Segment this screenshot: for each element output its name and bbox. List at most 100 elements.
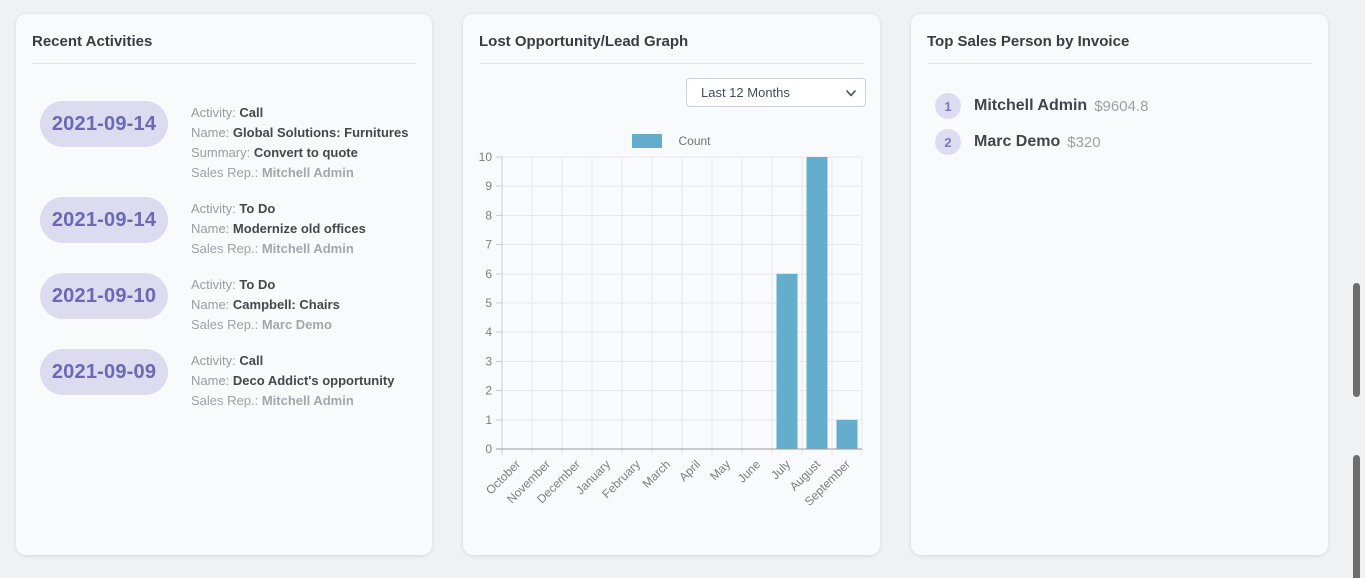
- salesrep-value: Marc Demo: [261, 317, 332, 332]
- period-select[interactable]: Last 12 Months: [686, 78, 866, 107]
- summary-label: Summary:: [191, 145, 251, 160]
- activity-name-line: Name: Modernize old offices: [191, 219, 416, 239]
- activity-label: Activity:: [191, 105, 236, 120]
- axis-tick-label: May: [707, 457, 733, 483]
- divider: [927, 63, 1312, 64]
- activity-row[interactable]: 2021-09-09 Activity: Call Name: Deco Add…: [40, 349, 416, 411]
- axis-tick-label: 2: [485, 384, 492, 398]
- summary-value: Convert to quote: [253, 145, 358, 160]
- scrollbar-thumb-lower[interactable]: [1353, 455, 1360, 578]
- axis-tick-label: 4: [485, 325, 492, 339]
- name-value: Deco Addict's opportunity: [232, 373, 395, 388]
- legend-swatch: [632, 134, 663, 148]
- rank-row[interactable]: 2 Marc Demo $320: [935, 129, 1312, 155]
- recent-activities-card: Recent Activities 2021-09-14 Activity: C…: [16, 14, 432, 555]
- salesrep-label: Sales Rep.:: [191, 165, 259, 180]
- activity-list: 2021-09-14 Activity: Call Name: Global S…: [16, 64, 432, 411]
- activity-name-line: Name: Global Solutions: Furnitures: [191, 123, 416, 143]
- name-value: Campbell: Chairs: [232, 297, 340, 312]
- salesrep-label: Sales Rep.:: [191, 317, 259, 332]
- activity-name-line: Name: Deco Addict's opportunity: [191, 371, 416, 391]
- name-value: Modernize old offices: [232, 221, 366, 236]
- name-label: Name:: [191, 297, 230, 312]
- activity-value: To Do: [239, 201, 276, 216]
- name-label: Name:: [191, 221, 230, 236]
- rank-badge: 1: [935, 93, 961, 119]
- bar-september[interactable]: [836, 419, 858, 449]
- recent-activities-title: Recent Activities: [32, 33, 153, 50]
- axis-tick-label: July: [768, 457, 793, 482]
- activity-type-line: Activity: To Do: [191, 199, 416, 219]
- activity-value: To Do: [239, 277, 276, 292]
- activity-details: Activity: To Do Name: Modernize old offi…: [191, 197, 416, 259]
- scrollbar-thumb-upper[interactable]: [1353, 283, 1360, 397]
- lost-graph-chart: 012345678910OctoberNovemberDecemberJanua…: [479, 150, 863, 509]
- axis-tick-label: 9: [485, 179, 492, 193]
- axis-tick-label: 6: [485, 267, 492, 281]
- activity-name-line: Name: Campbell: Chairs: [191, 295, 416, 315]
- activity-row[interactable]: 2021-09-10 Activity: To Do Name: Campbel…: [40, 273, 416, 335]
- activity-row[interactable]: 2021-09-14 Activity: Call Name: Global S…: [40, 101, 416, 183]
- name-label: Name:: [191, 373, 230, 388]
- axis-tick-label: 10: [479, 152, 493, 164]
- salesperson-name: Mitchell Admin: [974, 97, 1088, 114]
- activity-details: Activity: To Do Name: Campbell: Chairs S…: [191, 273, 416, 335]
- activity-row[interactable]: 2021-09-14 Activity: To Do Name: Moderni…: [40, 197, 416, 259]
- legend-label: Count: [678, 134, 711, 148]
- lost-graph-card: Lost Opportunity/Lead Graph Last 12 Mont…: [463, 14, 880, 555]
- salesperson-amount: $9604.8: [1094, 97, 1149, 115]
- activity-value: Call: [239, 353, 264, 368]
- activity-label: Activity:: [191, 201, 236, 216]
- salesperson-name: Marc Demo: [974, 133, 1061, 150]
- divider: [32, 63, 416, 64]
- top-sales-title: Top Sales Person by Invoice: [927, 33, 1130, 50]
- activity-label: Activity:: [191, 277, 236, 292]
- dashboard: Recent Activities 2021-09-14 Activity: C…: [16, 14, 1328, 555]
- activity-salesrep-line: Sales Rep.: Mitchell Admin: [191, 391, 416, 411]
- activity-details: Activity: Call Name: Global Solutions: F…: [191, 101, 416, 183]
- activity-date-pill: 2021-09-10: [40, 273, 168, 319]
- activity-salesrep-line: Sales Rep.: Mitchell Admin: [191, 239, 416, 259]
- activity-label: Activity:: [191, 353, 236, 368]
- top-sales-card: Top Sales Person by Invoice 1 Mitchell A…: [911, 14, 1328, 555]
- axis-tick-label: 0: [485, 442, 492, 456]
- activity-value: Call: [239, 105, 264, 120]
- activity-type-line: Activity: Call: [191, 103, 416, 123]
- rank-badge: 2: [935, 129, 961, 155]
- chart-legend[interactable]: Count: [463, 134, 880, 148]
- activity-date-pill: 2021-09-09: [40, 349, 168, 395]
- activity-salesrep-line: Sales Rep.: Marc Demo: [191, 315, 416, 335]
- name-label: Name:: [191, 125, 230, 140]
- salesrep-label: Sales Rep.:: [191, 241, 259, 256]
- axis-tick-label: March: [640, 457, 673, 490]
- activity-type-line: Activity: Call: [191, 351, 416, 371]
- axis-tick-label: 8: [485, 208, 492, 222]
- axis-tick-label: 3: [485, 354, 492, 368]
- rank-row[interactable]: 1 Mitchell Admin $9604.8: [935, 93, 1312, 119]
- activity-details: Activity: Call Name: Deco Addict's oppor…: [191, 349, 416, 411]
- name-value: Global Solutions: Furnitures: [232, 125, 409, 140]
- salesrep-value: Mitchell Admin: [261, 165, 354, 180]
- axis-tick-label: 7: [485, 238, 492, 252]
- activity-date-pill: 2021-09-14: [40, 197, 168, 243]
- bar-july[interactable]: [776, 273, 798, 449]
- salesrep-value: Mitchell Admin: [261, 393, 354, 408]
- divider: [479, 63, 864, 64]
- graph-filter-row: Last 12 Months: [479, 78, 866, 107]
- activity-date-pill: 2021-09-14: [40, 101, 168, 147]
- activity-type-line: Activity: To Do: [191, 275, 416, 295]
- lost-graph-title: Lost Opportunity/Lead Graph: [479, 33, 689, 50]
- salesrep-value: Mitchell Admin: [261, 241, 354, 256]
- activity-salesrep-line: Sales Rep.: Mitchell Admin: [191, 163, 416, 183]
- axis-tick-label: June: [735, 457, 764, 486]
- rank-list: 1 Mitchell Admin $9604.8 2 Marc Demo $32…: [911, 64, 1328, 155]
- activity-summary-line: Summary: Convert to quote: [191, 143, 416, 163]
- axis-tick-label: 1: [485, 413, 492, 427]
- axis-tick-label: 5: [485, 296, 492, 310]
- chart-wrap: 0 1 2 3 4 5 6 7 8 9 10 October November December Janua…: [475, 150, 880, 517]
- salesrep-label: Sales Rep.:: [191, 393, 259, 408]
- bar-august[interactable]: [806, 157, 828, 449]
- period-select-wrap: Last 12 Months: [686, 78, 866, 107]
- axis-tick-label: April: [676, 457, 703, 484]
- salesperson-amount: $320: [1067, 133, 1101, 151]
